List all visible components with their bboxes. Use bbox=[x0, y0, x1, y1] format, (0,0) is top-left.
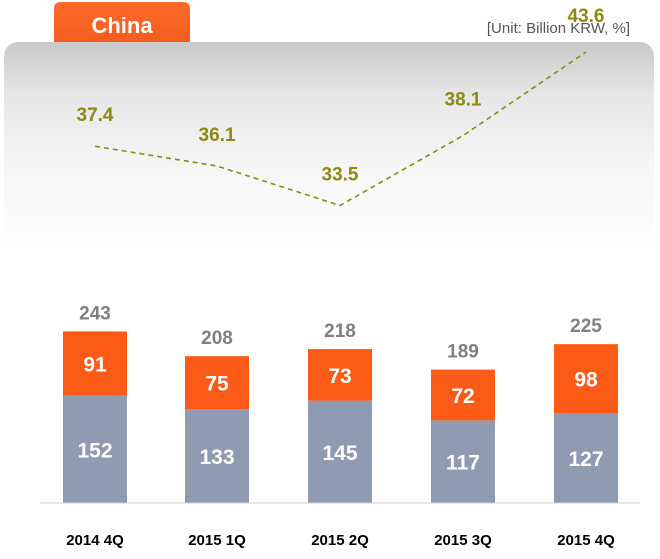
ratio-line-path bbox=[94, 51, 587, 207]
bar-bottom-label-3: 117 bbox=[446, 452, 480, 475]
bar-top-label-3: 72 bbox=[451, 385, 474, 408]
category-labels: 2014 4Q 2015 1Q 2015 2Q 2015 3Q 2015 4Q bbox=[66, 532, 615, 549]
bar-top-3 bbox=[431, 369, 495, 421]
bar-bottom-label-4: 127 bbox=[568, 448, 603, 471]
bar-bottom-0 bbox=[63, 395, 127, 503]
total-label-2: 218 bbox=[324, 321, 356, 342]
bar-bottom-4 bbox=[554, 413, 618, 503]
bar-top-label-4: 98 bbox=[574, 369, 598, 392]
ratio-label-1: 36.1 bbox=[199, 125, 236, 146]
bar-bottom-label-2: 145 bbox=[322, 442, 357, 465]
bar-bottom-3 bbox=[431, 420, 495, 503]
bar-top-label-2: 73 bbox=[328, 365, 351, 388]
bar-top-4 bbox=[554, 344, 618, 414]
ratio-label-0: 37.4 bbox=[77, 105, 114, 126]
category-label-2: 2015 2Q bbox=[311, 532, 369, 549]
bar-top-label-1: 75 bbox=[205, 373, 229, 396]
category-label-0: 2014 4Q bbox=[66, 532, 124, 549]
bar-top-0 bbox=[63, 331, 127, 396]
unit-label: [Unit: Billion KRW, %] bbox=[486, 20, 630, 37]
total-label-3: 189 bbox=[447, 342, 479, 363]
bar-bottom-label-1: 133 bbox=[199, 446, 234, 469]
bar-top-label-0: 91 bbox=[83, 354, 107, 377]
bars-group: 152 91 243 133 75 208 145 73 218 117 72 189 127 98 225 bbox=[63, 303, 618, 503]
category-label-3: 2015 3Q bbox=[434, 532, 492, 549]
ratio-label-2: 33.5 bbox=[322, 165, 359, 186]
bar-top-2 bbox=[308, 349, 372, 401]
bar-bottom-2 bbox=[308, 400, 372, 503]
total-label-0: 243 bbox=[79, 303, 111, 324]
total-label-1: 208 bbox=[201, 328, 233, 349]
bar-top-1 bbox=[185, 356, 249, 410]
ratio-panel bbox=[4, 42, 654, 252]
ratio-label-3: 38.1 bbox=[445, 90, 482, 111]
total-label-4: 225 bbox=[570, 316, 602, 337]
category-label-1: 2015 1Q bbox=[188, 532, 246, 549]
bar-bottom-label-0: 152 bbox=[77, 439, 112, 462]
category-label-4: 2015 4Q bbox=[557, 532, 615, 549]
ratio-label-4: 43.6 bbox=[568, 6, 605, 27]
bar-bottom-1 bbox=[185, 409, 249, 503]
ratio-line-group: 37.4 36.1 33.5 38.1 43.6 bbox=[77, 6, 605, 207]
